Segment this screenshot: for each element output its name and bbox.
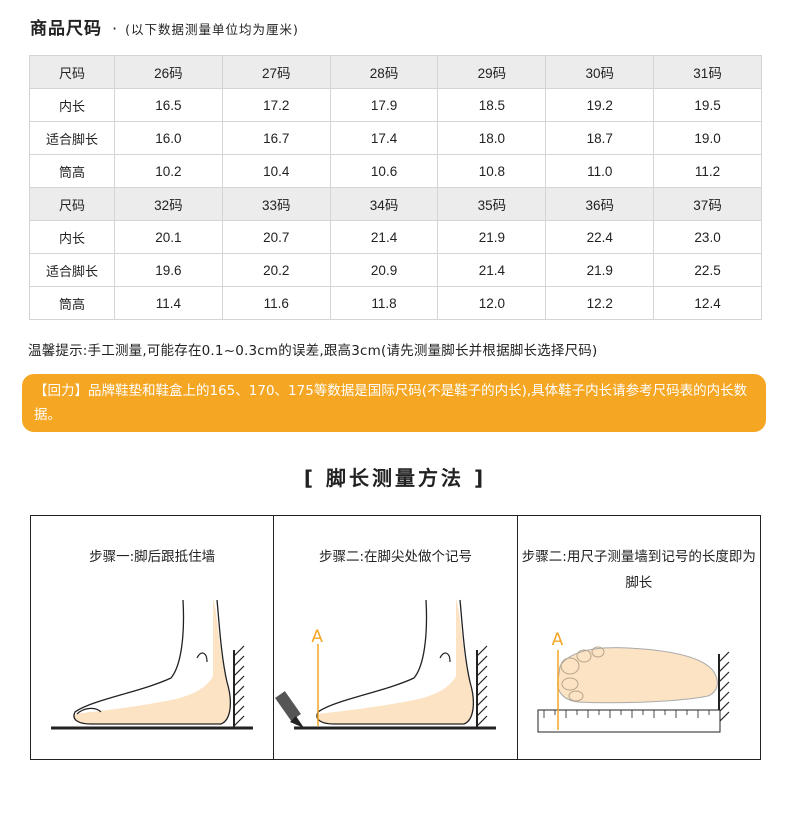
marker-a-label: A bbox=[551, 630, 564, 650]
step-3-caption: 步骤二:用尺子测量墙到记号的长度即为脚长 bbox=[521, 549, 756, 591]
table-cell: 19.2 bbox=[545, 88, 655, 122]
table-cell: 21.4 bbox=[329, 220, 439, 254]
section-header: 商品尺码 · (以下数据测量单位均为厘米) bbox=[30, 14, 299, 48]
row-label: 适合脚长 bbox=[29, 253, 115, 287]
size-table: 尺码 26码 27码 28码 29码 30码 31码 内长 16.5 17.2 17.9 18.5 19… bbox=[29, 55, 762, 320]
table-row: 尺码 26码 27码 28码 29码 30码 31码 bbox=[29, 55, 762, 89]
row-label: 内长 bbox=[29, 220, 115, 254]
table-cell: 36码 bbox=[545, 187, 655, 221]
table-cell: 12.0 bbox=[437, 286, 547, 320]
table-row: 适合脚长 16.0 16.7 17.4 18.0 18.7 19.0 bbox=[29, 121, 762, 155]
step-3: 步骤二:用尺子测量墙到记号的长度即为脚长 bbox=[518, 516, 760, 759]
pencil-icon bbox=[275, 691, 305, 728]
table-row: 筒高 10.2 10.4 10.6 10.8 11.0 11.2 bbox=[29, 154, 762, 188]
table-cell: 34码 bbox=[329, 187, 439, 221]
measurement-tip: 温馨提示:手工测量,可能存在0.1~0.3cm的误差,跟高3cm(请先测量脚长并… bbox=[28, 343, 598, 359]
table-cell: 17.2 bbox=[221, 88, 331, 122]
method-title: [ 脚长测量方法 ] bbox=[303, 466, 487, 490]
step-1-caption: 步骤一:脚后跟抵住墙 bbox=[89, 549, 216, 565]
table-cell: 20.7 bbox=[221, 220, 331, 254]
table-cell: 18.0 bbox=[437, 121, 547, 155]
table-cell: 18.7 bbox=[545, 121, 655, 155]
table-cell: 20.2 bbox=[221, 253, 331, 287]
table-cell: 12.4 bbox=[653, 286, 762, 320]
row-label: 适合脚长 bbox=[29, 121, 115, 155]
row-label: 尺码 bbox=[29, 55, 115, 89]
notice-banner: 【回力】品牌鞋垫和鞋盒上的165、170、175等数据是国际尺码(不是鞋子的内长… bbox=[22, 374, 766, 432]
table-cell: 31码 bbox=[653, 55, 762, 89]
table-cell: 18.5 bbox=[437, 88, 547, 122]
table-cell: 11.2 bbox=[653, 154, 762, 188]
table-cell: 11.6 bbox=[221, 286, 331, 320]
table-cell: 10.8 bbox=[437, 154, 547, 188]
section-title: 商品尺码 bbox=[30, 19, 102, 39]
table-cell: 11.4 bbox=[114, 286, 223, 320]
table-cell: 32码 bbox=[114, 187, 223, 221]
table-cell: 23.0 bbox=[653, 220, 762, 254]
table-row: 内长 16.5 17.2 17.9 18.5 19.2 19.5 bbox=[29, 88, 762, 122]
table-cell: 19.6 bbox=[114, 253, 223, 287]
table-cell: 10.4 bbox=[221, 154, 331, 188]
table-row: 内长 20.1 20.7 21.4 21.9 22.4 23.0 bbox=[29, 220, 762, 254]
table-cell: 20.9 bbox=[329, 253, 439, 287]
table-cell: 12.2 bbox=[545, 286, 655, 320]
table-cell: 22.5 bbox=[653, 253, 762, 287]
table-cell: 11.0 bbox=[545, 154, 655, 188]
row-label: 尺码 bbox=[29, 187, 115, 221]
table-cell: 28码 bbox=[329, 55, 439, 89]
table-cell: 21.9 bbox=[437, 220, 547, 254]
section-subtitle: (以下数据测量单位均为厘米) bbox=[125, 22, 299, 37]
table-cell: 20.1 bbox=[114, 220, 223, 254]
title-dot: · bbox=[112, 19, 118, 38]
table-cell: 21.4 bbox=[437, 253, 547, 287]
step-2: 步骤二:在脚尖处做个记号 A bbox=[274, 516, 518, 759]
table-cell: 33码 bbox=[221, 187, 331, 221]
table-cell: 21.9 bbox=[545, 253, 655, 287]
table-cell: 16.5 bbox=[114, 88, 223, 122]
row-label: 内长 bbox=[29, 88, 115, 122]
table-cell: 16.0 bbox=[114, 121, 223, 155]
table-cell: 16.7 bbox=[221, 121, 331, 155]
ruler-measure-illustration bbox=[537, 646, 730, 733]
table-cell: 11.8 bbox=[329, 286, 439, 320]
table-cell: 35码 bbox=[437, 187, 547, 221]
table-cell: 29码 bbox=[437, 55, 547, 89]
table-cell: 10.6 bbox=[329, 154, 439, 188]
table-row: 适合脚长 19.6 20.2 20.9 21.4 21.9 22.5 bbox=[29, 253, 762, 287]
step-2-caption: 步骤二:在脚尖处做个记号 bbox=[318, 549, 473, 565]
table-cell: 17.9 bbox=[329, 88, 439, 122]
table-cell: 26码 bbox=[114, 55, 223, 89]
table-row: 尺码 32码 33码 34码 35码 36码 37码 bbox=[29, 187, 762, 221]
row-label: 筒高 bbox=[29, 286, 115, 320]
steps-panel: 步骤一:脚后跟抵住墙 步骤二:在脚尖处做个记号 bbox=[30, 515, 761, 760]
marker-a-label: A bbox=[311, 627, 323, 647]
toe-mark-illustration bbox=[275, 598, 497, 730]
table-cell: 27码 bbox=[221, 55, 331, 89]
row-label: 筒高 bbox=[29, 154, 115, 188]
table-cell: 30码 bbox=[545, 55, 655, 89]
table-row: 筒高 11.4 11.6 11.8 12.0 12.2 12.4 bbox=[29, 286, 762, 320]
table-cell: 19.0 bbox=[653, 121, 762, 155]
step-1: 步骤一:脚后跟抵住墙 bbox=[31, 516, 275, 759]
table-cell: 22.4 bbox=[545, 220, 655, 254]
table-cell: 19.5 bbox=[653, 88, 762, 122]
table-cell: 17.4 bbox=[329, 121, 439, 155]
table-cell: 10.2 bbox=[114, 154, 223, 188]
foot-against-wall-illustration bbox=[51, 598, 253, 730]
table-cell: 37码 bbox=[653, 187, 762, 221]
